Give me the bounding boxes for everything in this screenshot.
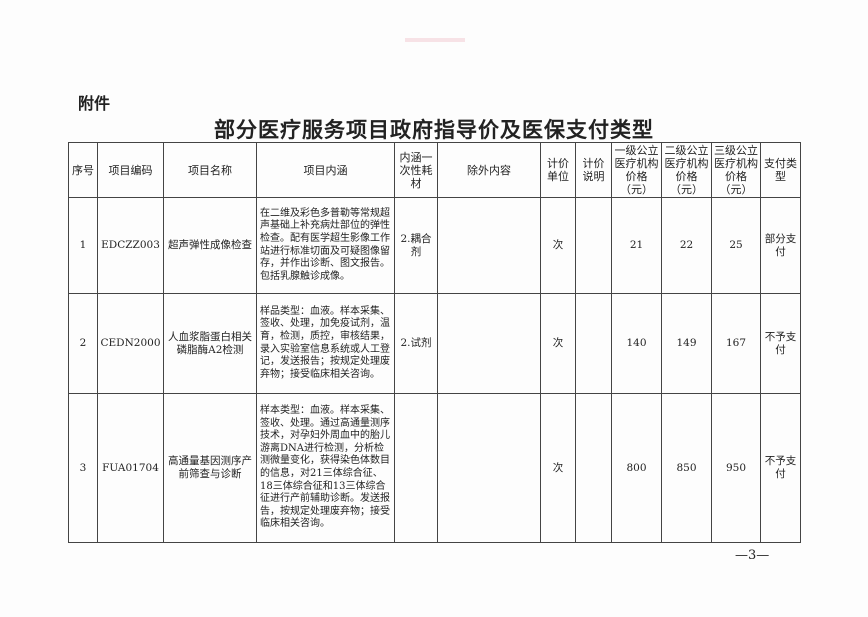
cell-price2: 850 bbox=[661, 393, 712, 543]
cell-consumable: 2.耦合剂 bbox=[394, 197, 438, 294]
seal-mark bbox=[405, 38, 465, 42]
table-row: 3 FUA01704 高通量基因测序产前筛查与诊断 样本类型：血液。样本采集、签… bbox=[68, 393, 801, 543]
cell-code: FUA01704 bbox=[97, 393, 164, 543]
cell-exclusion bbox=[437, 393, 541, 543]
page-number: —3— bbox=[735, 548, 770, 563]
cell-note bbox=[575, 293, 612, 394]
cell-unit: 次 bbox=[540, 393, 576, 543]
header-cell: 除外内容 bbox=[437, 142, 541, 198]
cell-price1: 800 bbox=[611, 393, 662, 543]
cell-price2: 22 bbox=[661, 197, 712, 294]
header-cell: 项目编码 bbox=[97, 142, 164, 198]
page-title: 部分医疗服务项目政府指导价及医保支付类型 bbox=[214, 118, 654, 142]
header-cell: 一级公立医疗机构价格（元） bbox=[611, 142, 662, 198]
price-table: 序号 项目编码 项目名称 项目内涵 内涵一次性耗材 除外内容 计价单位 计价说明… bbox=[68, 142, 801, 543]
cell-content: 在二维及彩色多普勒等常规超声基础上补充病灶部位的弹性检查。配有医学超生影像工作站… bbox=[256, 197, 395, 294]
header-cell: 三级公立医疗机构价格（元） bbox=[711, 142, 761, 198]
cell-consumable: 2.试剂 bbox=[394, 293, 438, 394]
header-cell: 二级公立医疗机构价格（元） bbox=[661, 142, 712, 198]
cell-unit: 次 bbox=[540, 197, 576, 294]
cell-pay: 不予支付 bbox=[760, 293, 801, 394]
cell-price3: 167 bbox=[711, 293, 761, 394]
cell-no: 2 bbox=[68, 293, 98, 394]
header-cell: 项目内涵 bbox=[256, 142, 395, 198]
cell-name: 人血浆脂蛋白相关磷脂酶A2检测 bbox=[163, 293, 257, 394]
header-cell: 计价单位 bbox=[540, 142, 576, 198]
cell-note bbox=[575, 393, 612, 543]
header-cell: 项目名称 bbox=[163, 142, 257, 198]
cell-exclusion bbox=[437, 293, 541, 394]
header-cell: 序号 bbox=[68, 142, 98, 198]
cell-pay: 不予支付 bbox=[760, 393, 801, 543]
cell-code: CEDN2000 bbox=[97, 293, 164, 394]
cell-name: 高通量基因测序产前筛查与诊断 bbox=[163, 393, 257, 543]
header-cell: 计价说明 bbox=[575, 142, 612, 198]
table-row: 2 CEDN2000 人血浆脂蛋白相关磷脂酶A2检测 样品类型：血液。样本采集、… bbox=[68, 293, 801, 394]
cell-content: 样品类型：血液。样本采集、签收、处理，加免疫试剂，温育，检测，质控，审核结果，录… bbox=[256, 293, 395, 394]
cell-pay: 部分支付 bbox=[760, 197, 801, 294]
cell-note bbox=[575, 197, 612, 294]
attachment-label: 附件 bbox=[78, 94, 111, 113]
cell-content: 样本类型：血液。样本采集、签收、处理。通过高通量测序技术，对孕妇外周血中的胎儿游… bbox=[256, 393, 395, 543]
cell-name: 超声弹性成像检查 bbox=[163, 197, 257, 294]
cell-no: 3 bbox=[68, 393, 98, 543]
cell-unit: 次 bbox=[540, 293, 576, 394]
cell-no: 1 bbox=[68, 197, 98, 294]
cell-price3: 950 bbox=[711, 393, 761, 543]
cell-exclusion bbox=[437, 197, 541, 294]
table-row: 1 EDCZZ003 超声弹性成像检查 在二维及彩色多普勒等常规超声基础上补充病… bbox=[68, 197, 801, 294]
cell-code: EDCZZ003 bbox=[97, 197, 164, 294]
header-cell: 内涵一次性耗材 bbox=[394, 142, 438, 198]
cell-price3: 25 bbox=[711, 197, 761, 294]
header-cell: 支付类型 bbox=[760, 142, 801, 198]
cell-consumable bbox=[394, 393, 438, 543]
cell-price2: 149 bbox=[661, 293, 712, 394]
table-header: 序号 项目编码 项目名称 项目内涵 内涵一次性耗材 除外内容 计价单位 计价说明… bbox=[68, 142, 801, 198]
cell-price1: 21 bbox=[611, 197, 662, 294]
cell-price1: 140 bbox=[611, 293, 662, 394]
